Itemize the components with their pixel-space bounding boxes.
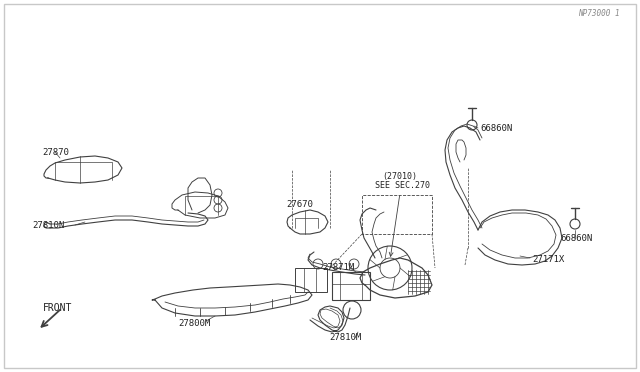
Text: NP73000 1: NP73000 1 xyxy=(579,9,620,18)
Text: 27810M: 27810M xyxy=(329,334,361,343)
Text: SEE SEC.270: SEE SEC.270 xyxy=(375,180,430,189)
Text: 27670: 27670 xyxy=(287,199,314,208)
Text: 27870: 27870 xyxy=(42,148,69,157)
Text: 66860N: 66860N xyxy=(560,234,592,243)
Text: 27800M: 27800M xyxy=(178,318,211,327)
Text: 27810N: 27810N xyxy=(32,221,64,230)
Text: FRONT: FRONT xyxy=(44,303,73,313)
Text: (27010): (27010) xyxy=(382,171,417,180)
Text: 27171X: 27171X xyxy=(532,256,564,264)
Text: 27871M: 27871M xyxy=(322,263,354,273)
Text: 66860N: 66860N xyxy=(480,124,512,132)
